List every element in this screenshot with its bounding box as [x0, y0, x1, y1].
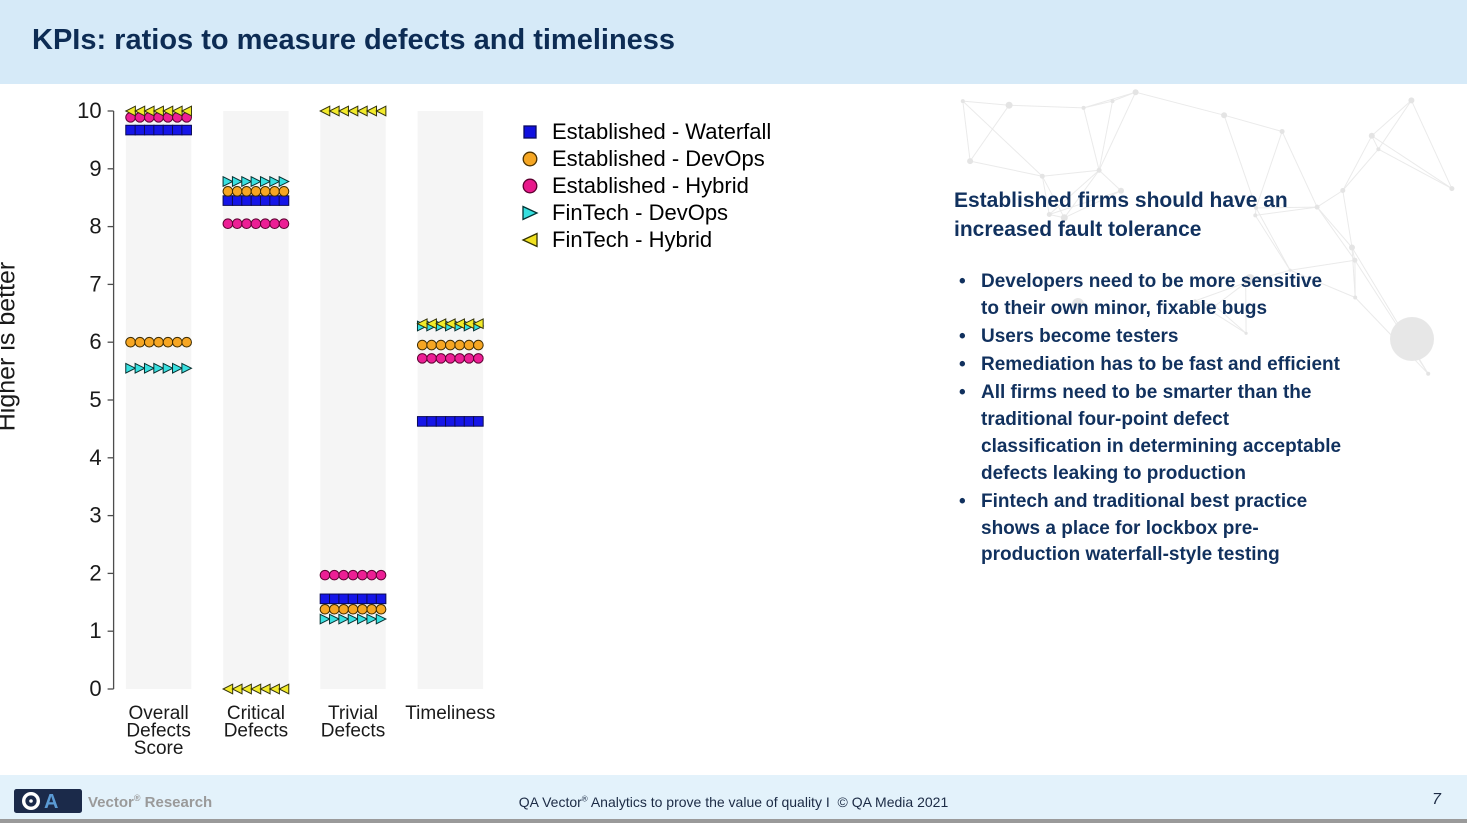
svg-text:8: 8: [89, 214, 101, 239]
svg-text:6: 6: [89, 329, 101, 354]
svg-text:10: 10: [77, 98, 101, 123]
svg-text:Defects: Defects: [224, 721, 288, 742]
svg-text:Score: Score: [134, 738, 184, 759]
svg-text:3: 3: [89, 503, 101, 528]
svg-text:Defects: Defects: [321, 721, 385, 742]
svg-text:2: 2: [89, 560, 101, 585]
svg-text:0: 0: [89, 676, 101, 701]
svg-text:7: 7: [89, 271, 101, 296]
svg-text:4: 4: [89, 445, 101, 470]
svg-text:1: 1: [89, 618, 101, 643]
svg-text:Timeliness: Timeliness: [405, 703, 495, 724]
svg-text:9: 9: [89, 156, 101, 181]
svg-text:5: 5: [89, 387, 101, 412]
